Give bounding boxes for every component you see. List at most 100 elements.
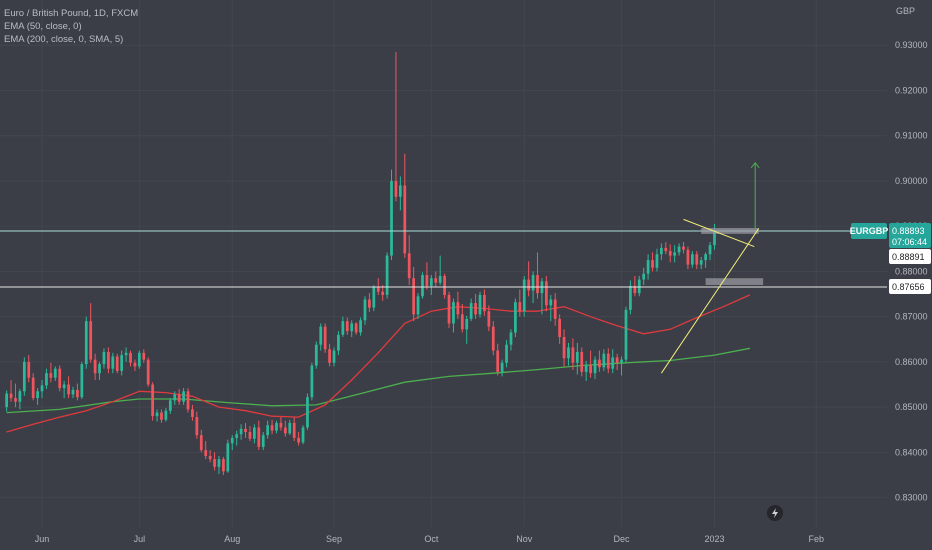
candle-body bbox=[208, 455, 212, 460]
candle-body bbox=[253, 427, 256, 439]
candle-body bbox=[5, 393, 9, 408]
candle-body bbox=[368, 299, 371, 308]
candle-body bbox=[615, 357, 619, 363]
candle-body bbox=[226, 443, 230, 472]
candle-body bbox=[310, 365, 314, 398]
candle-body bbox=[606, 353, 610, 369]
candle-body bbox=[53, 368, 57, 378]
ema-50-label[interactable]: EMA (50, close, 0) bbox=[4, 21, 82, 32]
candle-body bbox=[690, 254, 694, 265]
candle-body bbox=[403, 185, 407, 254]
candle-body bbox=[261, 435, 265, 447]
time-tick-label: Sep bbox=[326, 534, 342, 544]
candle-body bbox=[434, 278, 438, 283]
candle-body bbox=[655, 254, 659, 268]
candle-body bbox=[62, 384, 66, 389]
price-tick-label: 0.90000 bbox=[895, 176, 928, 186]
candle-body bbox=[217, 459, 221, 467]
candle-body bbox=[589, 365, 592, 374]
candle-body bbox=[137, 352, 141, 367]
candle-body bbox=[421, 275, 424, 297]
candle-body bbox=[332, 350, 336, 363]
price-tick-label: 0.88000 bbox=[895, 266, 928, 276]
candle-body bbox=[376, 287, 380, 292]
symbol-title[interactable]: Euro / British Pound, 1D, FXCM bbox=[4, 8, 139, 19]
support-price-tag bbox=[889, 278, 931, 294]
candle-body bbox=[558, 318, 561, 338]
candle-body bbox=[522, 279, 526, 312]
candle-body bbox=[270, 425, 274, 431]
candle-body bbox=[646, 260, 650, 274]
price-tick-label: 0.86000 bbox=[895, 357, 928, 367]
ema-200-line bbox=[6, 347, 751, 414]
last-price-tag bbox=[889, 223, 931, 249]
candle-body bbox=[45, 373, 48, 386]
time-tick-label: Nov bbox=[516, 534, 533, 544]
candle-body bbox=[182, 391, 185, 402]
candle-body bbox=[359, 320, 362, 333]
candle-body bbox=[527, 279, 531, 291]
candle-body bbox=[429, 278, 433, 286]
candle-body bbox=[381, 291, 385, 295]
candle-body bbox=[93, 359, 97, 374]
candle-body bbox=[668, 251, 672, 256]
candle-body bbox=[146, 359, 150, 385]
resistance-zone bbox=[701, 227, 759, 234]
candle-body bbox=[257, 427, 261, 447]
candle-body bbox=[306, 397, 309, 428]
candle-body bbox=[133, 362, 137, 367]
candle-body bbox=[602, 353, 606, 368]
candle-body bbox=[518, 302, 522, 312]
candle-body bbox=[36, 391, 39, 399]
candle-body bbox=[438, 275, 442, 283]
candle-body bbox=[452, 302, 455, 324]
candle-body bbox=[416, 296, 420, 315]
candle-body bbox=[651, 260, 654, 268]
candle-body bbox=[372, 287, 376, 308]
candle-body bbox=[31, 377, 35, 399]
currency-label: GBP bbox=[896, 6, 915, 16]
time-scale[interactable]: Jun Jul Aug Sep Oct Nov Dec 2023 Feb bbox=[35, 534, 824, 544]
candle-body bbox=[531, 275, 535, 291]
candle-body bbox=[491, 326, 495, 351]
support-price-label: 0.87656 bbox=[892, 282, 925, 292]
candle-body bbox=[677, 246, 681, 253]
candle-body bbox=[633, 285, 637, 294]
time-tick-label: Jul bbox=[134, 534, 146, 544]
candle-body bbox=[637, 279, 641, 294]
candle-body bbox=[575, 351, 579, 363]
price-tick-label: 0.83000 bbox=[895, 493, 928, 503]
candle-body bbox=[345, 321, 349, 332]
lightning-glyph bbox=[772, 508, 778, 518]
candle-body bbox=[580, 351, 584, 372]
candle-body bbox=[456, 302, 460, 315]
candle-body bbox=[487, 311, 491, 327]
candle-body bbox=[191, 409, 194, 418]
candle-body bbox=[177, 394, 181, 402]
candle-body bbox=[199, 435, 203, 451]
candle-body bbox=[142, 352, 146, 360]
candle-body bbox=[483, 294, 486, 312]
candle-body bbox=[18, 391, 22, 402]
time-tick-label: Feb bbox=[808, 534, 824, 544]
price-tick-label: 0.92000 bbox=[895, 85, 928, 95]
price-tick-label: 0.84000 bbox=[895, 447, 928, 457]
drawings[interactable] bbox=[0, 162, 887, 374]
candle-body bbox=[124, 352, 128, 356]
time-tick-label: Jun bbox=[35, 534, 50, 544]
candle-body bbox=[279, 422, 283, 428]
candle-body bbox=[80, 364, 84, 398]
ema-200-label[interactable]: EMA (200, close, 0, SMA, 5) bbox=[4, 34, 124, 45]
candle-body bbox=[323, 326, 327, 350]
candle-body bbox=[155, 412, 159, 417]
candle-body bbox=[708, 245, 712, 255]
candle-body bbox=[341, 321, 345, 335]
candle-body bbox=[107, 351, 110, 369]
candle-body bbox=[102, 351, 106, 365]
grid bbox=[0, 0, 887, 527]
candle-body bbox=[447, 294, 451, 324]
candle-body bbox=[598, 359, 601, 368]
candle-body bbox=[297, 437, 300, 443]
symbol-tag-label: EURGBP bbox=[850, 226, 889, 236]
